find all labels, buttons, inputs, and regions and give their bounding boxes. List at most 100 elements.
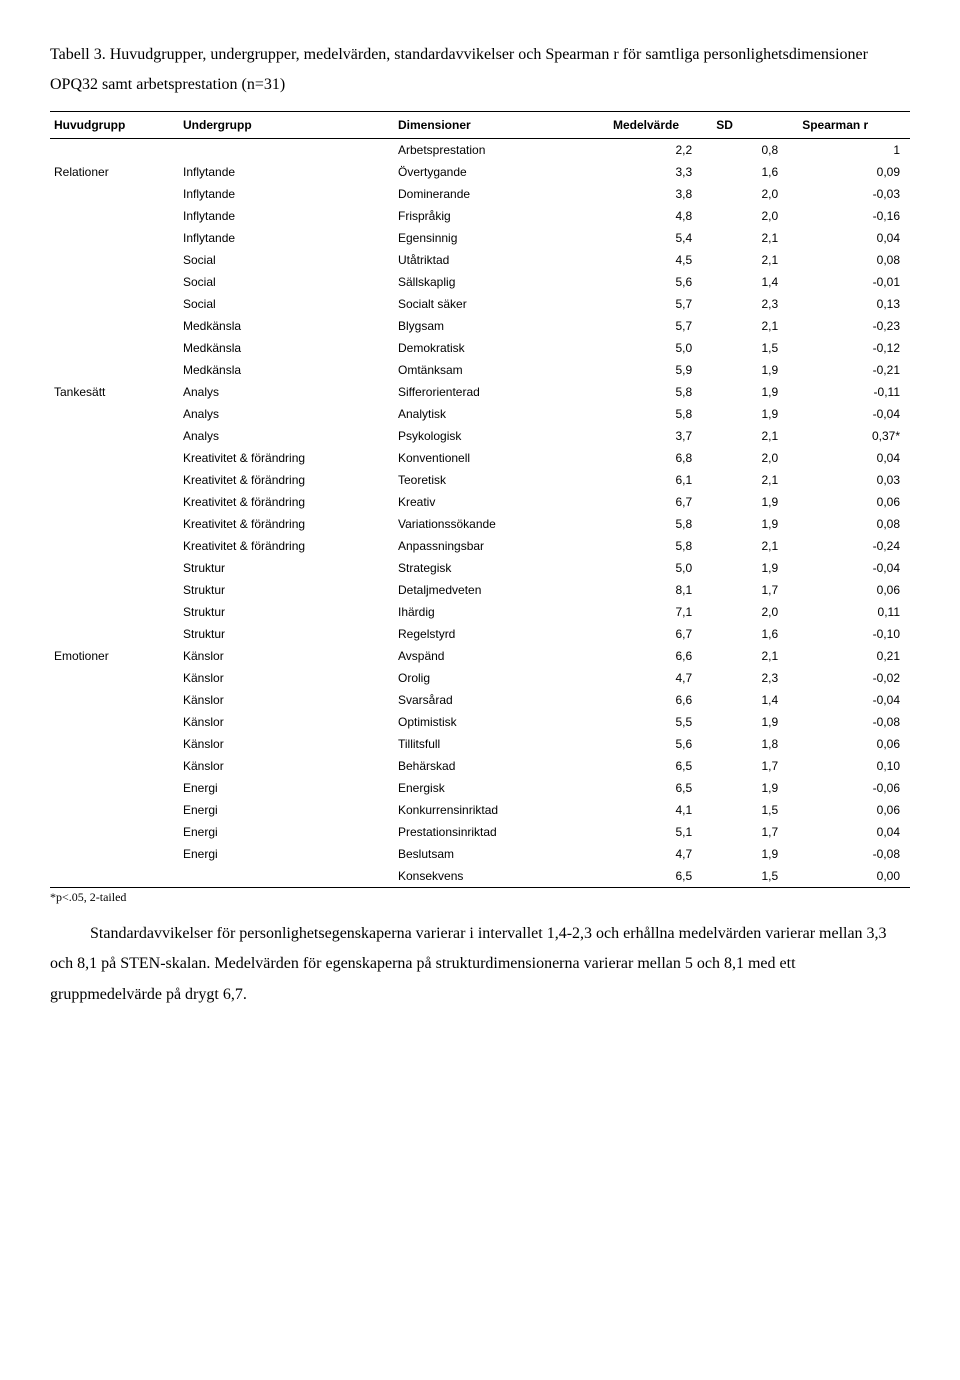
cell-d: Energisk	[394, 777, 609, 799]
cell-m: 6,6	[609, 689, 712, 711]
table-row: AnalysPsykologisk3,72,10,37*	[50, 425, 910, 447]
cell-h	[50, 403, 179, 425]
cell-s: 1,6	[712, 623, 798, 645]
cell-h	[50, 667, 179, 689]
cell-r: -0,04	[798, 689, 910, 711]
cell-m: 5,0	[609, 337, 712, 359]
cell-s: 1,9	[712, 843, 798, 865]
cell-r: 0,13	[798, 293, 910, 315]
cell-u: Känslor	[179, 755, 394, 777]
th-undergrupp: Undergrupp	[179, 111, 394, 138]
table-row: RelationerInflytandeÖvertygande3,31,60,0…	[50, 161, 910, 183]
table-row: StrukturDetaljmedveten8,11,70,06	[50, 579, 910, 601]
cell-u: Analys	[179, 381, 394, 403]
cell-u: Känslor	[179, 667, 394, 689]
table-row: Kreativitet & förändringVariationssökand…	[50, 513, 910, 535]
cell-u: Kreativitet & förändring	[179, 535, 394, 557]
cell-h	[50, 733, 179, 755]
cell-h	[50, 138, 179, 161]
cell-u: Energi	[179, 821, 394, 843]
cell-r: 0,10	[798, 755, 910, 777]
cell-r: 0,06	[798, 799, 910, 821]
cell-u: Inflytande	[179, 205, 394, 227]
cell-s: 1,4	[712, 689, 798, 711]
cell-u: Inflytande	[179, 183, 394, 205]
cell-u: Medkänsla	[179, 315, 394, 337]
cell-r: 0,03	[798, 469, 910, 491]
cell-m: 6,8	[609, 447, 712, 469]
cell-d: Konkurrensinriktad	[394, 799, 609, 821]
cell-m: 4,1	[609, 799, 712, 821]
cell-h	[50, 249, 179, 271]
cell-s: 1,9	[712, 513, 798, 535]
table-row: TankesättAnalysSifferorienterad5,81,9-0,…	[50, 381, 910, 403]
cell-m: 5,4	[609, 227, 712, 249]
cell-m: 8,1	[609, 579, 712, 601]
table-footnote: *p<.05, 2-tailed	[50, 890, 910, 905]
cell-d: Regelstyrd	[394, 623, 609, 645]
cell-d: Konventionell	[394, 447, 609, 469]
cell-m: 2,2	[609, 138, 712, 161]
cell-h	[50, 799, 179, 821]
cell-d: Omtänksam	[394, 359, 609, 381]
cell-u: Inflytande	[179, 161, 394, 183]
after-paragraph: Standardavvikelser för personlighetsegen…	[50, 919, 910, 1010]
cell-u: Kreativitet & förändring	[179, 513, 394, 535]
cell-h	[50, 623, 179, 645]
cell-h	[50, 447, 179, 469]
cell-m: 6,1	[609, 469, 712, 491]
cell-u: Struktur	[179, 601, 394, 623]
cell-d: Arbetsprestation	[394, 138, 609, 161]
cell-d: Strategisk	[394, 557, 609, 579]
cell-m: 6,5	[609, 755, 712, 777]
table-row: InflytandeFrispråkig4,82,0-0,16	[50, 205, 910, 227]
cell-h	[50, 359, 179, 381]
cell-d: Behärskad	[394, 755, 609, 777]
cell-h	[50, 513, 179, 535]
table-row: EmotionerKänslorAvspänd6,62,10,21	[50, 645, 910, 667]
cell-d: Demokratisk	[394, 337, 609, 359]
cell-u: Inflytande	[179, 227, 394, 249]
table-row: Arbetsprestation2,20,81	[50, 138, 910, 161]
cell-s: 2,0	[712, 205, 798, 227]
cell-r: -0,21	[798, 359, 910, 381]
cell-r: -0,11	[798, 381, 910, 403]
cell-s: 1,7	[712, 821, 798, 843]
data-table: Huvudgrupp Undergrupp Dimensioner Medelv…	[50, 111, 910, 888]
cell-m: 5,9	[609, 359, 712, 381]
table-row: StrukturIhärdig7,12,00,11	[50, 601, 910, 623]
cell-h	[50, 425, 179, 447]
th-medelvarde: Medelvärde	[609, 111, 712, 138]
cell-u: Medkänsla	[179, 337, 394, 359]
cell-d: Variationssökande	[394, 513, 609, 535]
cell-h: Tankesätt	[50, 381, 179, 403]
table-row: SocialSocialt säker5,72,30,13	[50, 293, 910, 315]
cell-u: Social	[179, 293, 394, 315]
cell-d: Övertygande	[394, 161, 609, 183]
cell-u: Kreativitet & förändring	[179, 491, 394, 513]
cell-r: 0,06	[798, 733, 910, 755]
cell-s: 2,3	[712, 293, 798, 315]
cell-s: 1,9	[712, 381, 798, 403]
cell-h	[50, 315, 179, 337]
cell-u: Känslor	[179, 733, 394, 755]
cell-s: 2,1	[712, 425, 798, 447]
cell-h	[50, 557, 179, 579]
cell-m: 4,7	[609, 843, 712, 865]
cell-h: Emotioner	[50, 645, 179, 667]
cell-u: Struktur	[179, 557, 394, 579]
cell-d: Prestationsinriktad	[394, 821, 609, 843]
table-row: KänslorTillitsfull5,61,80,06	[50, 733, 910, 755]
cell-d: Konsekvens	[394, 865, 609, 888]
cell-u: Analys	[179, 425, 394, 447]
cell-m: 5,7	[609, 293, 712, 315]
cell-h	[50, 183, 179, 205]
cell-s: 1,5	[712, 865, 798, 888]
cell-u: Känslor	[179, 689, 394, 711]
cell-h	[50, 755, 179, 777]
cell-d: Frispråkig	[394, 205, 609, 227]
cell-h	[50, 689, 179, 711]
table-row: InflytandeDominerande3,82,0-0,03	[50, 183, 910, 205]
table-row: KänslorBehärskad6,51,70,10	[50, 755, 910, 777]
th-dimensioner: Dimensioner	[394, 111, 609, 138]
